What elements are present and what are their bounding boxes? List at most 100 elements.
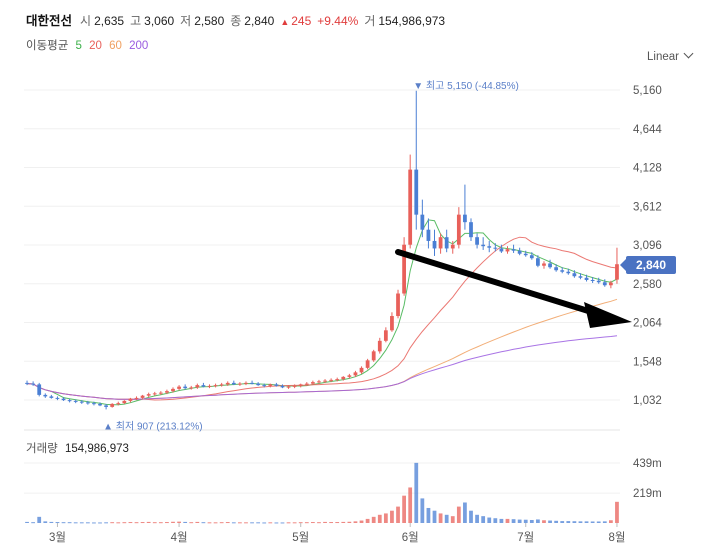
price-tick-label: 4,128 — [633, 163, 662, 175]
candle-body — [560, 270, 565, 272]
volume-bar — [420, 498, 425, 523]
candle-body — [365, 360, 370, 368]
candle-body — [329, 379, 334, 381]
candle-body — [499, 248, 504, 252]
price-tick-label: 4,644 — [633, 124, 662, 136]
volume-bar — [298, 522, 303, 524]
change-value: 245 — [291, 14, 312, 28]
x-tick-label: 7월 — [517, 531, 534, 544]
candle-body — [213, 385, 218, 387]
candle-body — [347, 375, 352, 377]
volume-bar — [92, 522, 96, 524]
candle-body — [529, 255, 534, 259]
volume-bar — [85, 522, 90, 524]
candle-body — [572, 273, 577, 277]
volume-bar — [529, 519, 534, 523]
volume-bar — [560, 521, 565, 523]
volume-bar — [177, 521, 181, 523]
volume-bar — [244, 522, 248, 524]
scale-dropdown[interactable]: Linear — [647, 48, 694, 63]
candle-body — [335, 379, 340, 381]
volume-bar — [608, 520, 613, 523]
volume-bar — [481, 516, 486, 523]
candle-body — [140, 395, 145, 398]
scale-label: Linear — [647, 51, 679, 63]
candle-body — [511, 249, 516, 251]
candle-body — [116, 403, 121, 405]
ma-5-label: 5 — [75, 40, 82, 52]
candle-body — [383, 330, 388, 341]
volume-bar — [456, 506, 461, 523]
volume-panel-value: 154,986,973 — [64, 443, 129, 455]
volume-bar — [61, 522, 66, 524]
volume-bar — [402, 495, 406, 523]
volume-bar — [383, 513, 388, 523]
volume-bar — [286, 522, 291, 524]
price-tick-label: 3,096 — [633, 240, 662, 252]
volume-bar — [523, 519, 528, 523]
candle-body — [292, 385, 297, 387]
candle-body — [371, 351, 376, 361]
volume-bar — [596, 521, 601, 523]
volume-bar — [499, 518, 504, 523]
up-triangle-icon: ▲ — [280, 17, 290, 27]
candle-body — [207, 385, 212, 387]
volume-bar — [602, 521, 607, 523]
stock-header: 대한전선 시 2,635 고 3,060 저 2,580 종 2,840 ▲ 24… — [26, 10, 451, 28]
candle-body — [280, 385, 285, 388]
candle-body — [231, 382, 236, 385]
volume-bar — [201, 522, 206, 524]
candle-body — [596, 280, 601, 283]
volume-bar — [493, 518, 498, 523]
candle-body — [390, 316, 394, 331]
candle-body — [590, 279, 595, 281]
current-price-tag: 2,840 — [620, 256, 676, 274]
candle-body — [274, 384, 279, 386]
volume-bar — [225, 522, 230, 524]
open-value: 2,635 — [94, 14, 125, 28]
moving-average-legend[interactable]: 이동평균 5 20 60 200 — [26, 37, 152, 53]
volume-bar — [25, 521, 29, 523]
candle-body — [615, 264, 619, 280]
volume-bar — [128, 522, 133, 524]
volume-bar — [183, 521, 188, 523]
volume-bar — [140, 522, 145, 524]
x-tick-label: 5월 — [292, 531, 309, 544]
change-percent: +9.44% — [317, 14, 359, 28]
volume-bar — [475, 514, 479, 523]
x-tick-label: 3월 — [49, 531, 66, 544]
volume-bar — [371, 516, 376, 523]
open-label: 시 — [80, 14, 92, 28]
ma-200-line — [26, 335, 618, 400]
close-value: 2,840 — [244, 14, 275, 28]
candle-body — [469, 222, 473, 238]
candle-body — [481, 244, 486, 247]
volume-bar — [79, 522, 84, 524]
candle-body — [578, 276, 583, 278]
volume-bar — [268, 522, 273, 524]
candle-body — [475, 237, 479, 245]
x-tick-label: 8월 — [608, 531, 625, 544]
candle-body — [323, 380, 327, 382]
candle-body — [310, 382, 315, 384]
volume-bar — [73, 522, 78, 524]
volume-bar — [432, 510, 437, 523]
volume-bar — [414, 462, 419, 523]
volume-bar — [43, 521, 48, 523]
candle-body — [487, 246, 492, 248]
volume-bar — [104, 522, 108, 524]
candle-body — [73, 400, 78, 402]
volume-bar — [134, 522, 139, 524]
ma-20-line — [26, 236, 618, 401]
volume-bar — [122, 522, 127, 524]
low-value: 2,580 — [194, 14, 225, 28]
low-annotation: ▲ 최저 907 (213.12%) — [103, 420, 202, 432]
volume-bar — [505, 518, 510, 523]
volume-panel-title: 거래량 154,986,973 — [26, 440, 129, 456]
volume-bar — [158, 522, 163, 524]
price-tick-label: 2,580 — [633, 279, 662, 291]
high-value: 3,060 — [144, 14, 175, 28]
candle-body — [98, 403, 102, 406]
volume-bar — [438, 513, 443, 523]
